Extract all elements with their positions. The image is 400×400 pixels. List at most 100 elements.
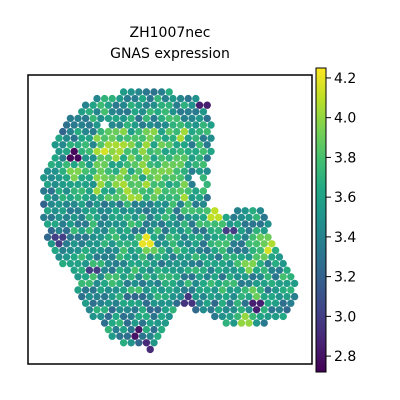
spot-point (119, 114, 128, 123)
spot-point (207, 134, 215, 142)
spot-point (157, 259, 166, 268)
spot-point (146, 134, 154, 142)
spot-point (142, 101, 151, 109)
spot-point (127, 220, 135, 228)
spot-point (135, 233, 143, 241)
spot-point (138, 108, 147, 116)
spot-point (81, 220, 90, 228)
spot-point (233, 286, 242, 294)
spot-point (252, 292, 261, 301)
spot-point (188, 259, 196, 268)
spot-point (112, 180, 120, 189)
spot-point (74, 154, 82, 162)
spot-point (74, 220, 82, 228)
spot-point (108, 319, 116, 327)
spot-point (119, 325, 128, 334)
spot-point (119, 220, 128, 228)
spot-point (127, 286, 135, 294)
spot-point (85, 187, 94, 195)
spot-point (207, 213, 215, 222)
spot-point (108, 121, 116, 129)
spot-point (154, 147, 162, 156)
spot-point (165, 259, 173, 268)
spot-point (81, 273, 90, 281)
spot-point (173, 233, 181, 241)
spot-point (161, 292, 170, 301)
spot-point (127, 312, 135, 321)
spot-point (116, 319, 124, 327)
spot-point (93, 108, 101, 116)
spot-point (256, 259, 265, 268)
spot-point (97, 233, 105, 241)
spot-point (135, 299, 143, 307)
spot-point (112, 259, 120, 268)
spot-point (176, 266, 185, 274)
spot-point (112, 233, 120, 241)
spot-point (93, 94, 101, 103)
spot-point (123, 319, 132, 327)
spot-point (165, 207, 173, 215)
spot-point (131, 147, 139, 156)
spot-point (97, 180, 105, 189)
spot-point (233, 220, 242, 228)
spot-point (150, 167, 158, 175)
spot-point (222, 292, 230, 301)
spot-point (252, 319, 261, 327)
spot-point (173, 167, 181, 175)
spot-point (199, 174, 208, 182)
spot-point (211, 246, 219, 255)
colorbar-tick-label: 4.2 (334, 71, 356, 87)
spot-point (173, 114, 181, 123)
spot-point (123, 266, 132, 274)
spot-point (59, 207, 67, 215)
spot-point (100, 187, 109, 195)
spot-point (97, 207, 105, 215)
spot-point (199, 240, 208, 248)
spot-point (256, 286, 265, 294)
spot-point (85, 213, 94, 222)
spot-point (252, 253, 261, 261)
spot-point (85, 240, 94, 248)
spot-point (55, 160, 63, 169)
spot-point (150, 220, 158, 228)
spot-point (123, 108, 132, 116)
spot-point (78, 240, 86, 248)
spot-point (161, 134, 170, 142)
spot-point (195, 141, 204, 149)
spot-point (241, 312, 249, 321)
spot-point (249, 207, 257, 215)
spot-point (62, 200, 71, 208)
spot-point (146, 187, 154, 195)
spot-point (81, 114, 90, 123)
spot-point (264, 299, 272, 307)
spot-point (192, 266, 200, 274)
spot-point (142, 127, 151, 136)
spot-point (74, 246, 82, 255)
colorbar-tick-label: 4.0 (334, 111, 356, 127)
spot-point (62, 213, 71, 222)
spot-point (93, 226, 101, 235)
spot-point (85, 147, 94, 156)
spot-point (89, 286, 97, 294)
spot-point (108, 306, 116, 314)
spot-point (188, 141, 196, 149)
spot-point (237, 240, 246, 248)
spot-point (55, 253, 63, 261)
spot-point (237, 253, 246, 261)
spot-point (173, 207, 181, 215)
spot-point (176, 147, 185, 156)
spot-point (55, 226, 63, 235)
spot-point (89, 220, 97, 228)
spot-point (100, 319, 109, 327)
spot-point (112, 101, 120, 109)
spot-point (237, 279, 246, 288)
spot-point (241, 286, 249, 294)
spot-point (89, 193, 97, 202)
spot-point (154, 200, 162, 208)
spot-point (264, 259, 272, 268)
spot-point (138, 266, 147, 274)
spot-point (230, 226, 238, 235)
spot-point (256, 273, 265, 281)
spot-point (154, 332, 162, 340)
spot-point (192, 94, 200, 103)
